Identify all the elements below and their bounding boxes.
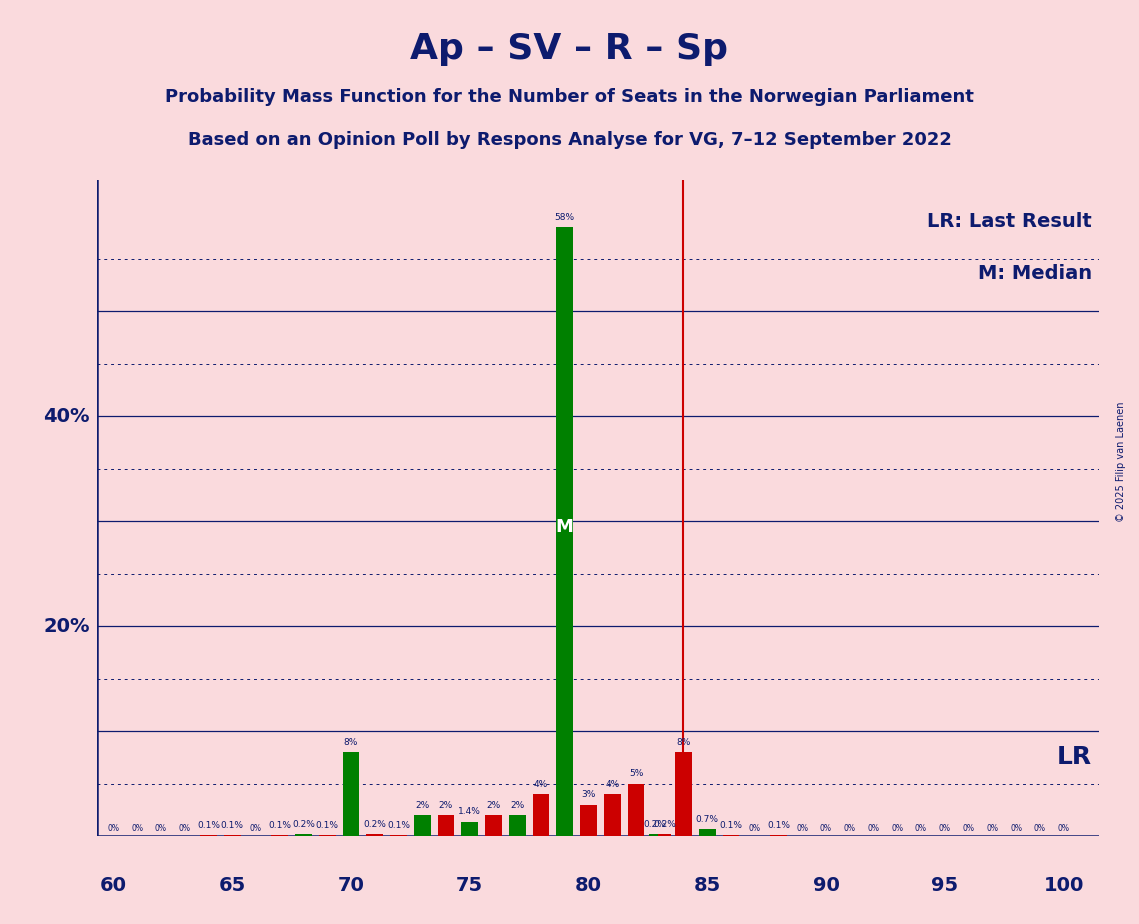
Text: 0.2%: 0.2%: [644, 820, 666, 829]
Bar: [604, 795, 621, 836]
Text: M: Median: M: Median: [978, 264, 1092, 283]
Bar: [675, 752, 691, 836]
Bar: [485, 815, 502, 836]
Bar: [200, 835, 216, 836]
Text: © 2025 Filip van Laenen: © 2025 Filip van Laenen: [1116, 402, 1125, 522]
Text: 0.1%: 0.1%: [268, 821, 292, 830]
Bar: [509, 815, 525, 836]
Text: 1.4%: 1.4%: [458, 808, 481, 816]
Text: 60: 60: [100, 876, 126, 895]
Text: M: M: [556, 517, 574, 536]
Text: 0%: 0%: [820, 824, 831, 833]
Text: LR: Last Result: LR: Last Result: [927, 212, 1092, 231]
Text: 0.2%: 0.2%: [292, 820, 314, 829]
Text: 0.1%: 0.1%: [387, 821, 410, 830]
Bar: [658, 834, 671, 836]
Text: 0%: 0%: [155, 824, 167, 833]
Bar: [628, 784, 645, 836]
Bar: [437, 815, 454, 836]
Text: 0.7%: 0.7%: [696, 815, 719, 823]
Text: 40%: 40%: [43, 407, 90, 426]
Text: 2%: 2%: [415, 801, 429, 810]
Text: Ap – SV – R – Sp: Ap – SV – R – Sp: [410, 32, 729, 67]
Text: 0%: 0%: [1010, 824, 1022, 833]
Text: 75: 75: [456, 876, 483, 895]
Text: 0.1%: 0.1%: [221, 821, 244, 830]
Bar: [699, 829, 715, 836]
Text: 100: 100: [1043, 876, 1083, 895]
Text: 0%: 0%: [844, 824, 855, 833]
Bar: [343, 752, 359, 836]
Bar: [461, 821, 478, 836]
Text: 0%: 0%: [1057, 824, 1070, 833]
Text: 0%: 0%: [796, 824, 809, 833]
Bar: [649, 834, 662, 836]
Text: 0.1%: 0.1%: [767, 821, 790, 830]
Text: 0%: 0%: [986, 824, 998, 833]
Text: 8%: 8%: [677, 738, 690, 747]
Text: 3%: 3%: [581, 790, 596, 799]
Bar: [722, 835, 739, 836]
Text: 0%: 0%: [939, 824, 951, 833]
Text: LR: LR: [1057, 746, 1092, 770]
Bar: [319, 835, 336, 836]
Text: 70: 70: [337, 876, 364, 895]
Text: 0%: 0%: [891, 824, 903, 833]
Text: Based on an Opinion Poll by Respons Analyse for VG, 7–12 September 2022: Based on an Opinion Poll by Respons Anal…: [188, 131, 951, 149]
Bar: [367, 834, 383, 836]
Bar: [271, 835, 288, 836]
Text: 85: 85: [694, 876, 721, 895]
Bar: [557, 227, 573, 836]
Text: 0.1%: 0.1%: [197, 821, 220, 830]
Text: 0%: 0%: [1034, 824, 1046, 833]
Text: 0%: 0%: [179, 824, 190, 833]
Text: 90: 90: [812, 876, 839, 895]
Bar: [533, 795, 549, 836]
Text: 2%: 2%: [439, 801, 453, 810]
Text: 0.2%: 0.2%: [363, 820, 386, 829]
Text: 65: 65: [219, 876, 246, 895]
Text: 4%: 4%: [605, 780, 620, 789]
Text: 0.1%: 0.1%: [720, 821, 743, 830]
Bar: [224, 835, 240, 836]
Text: Probability Mass Function for the Number of Seats in the Norwegian Parliament: Probability Mass Function for the Number…: [165, 88, 974, 105]
Text: 0%: 0%: [107, 824, 120, 833]
Text: 8%: 8%: [344, 738, 358, 747]
Bar: [295, 834, 312, 836]
Text: 2%: 2%: [486, 801, 501, 810]
Bar: [391, 835, 407, 836]
Text: 0%: 0%: [249, 824, 262, 833]
Text: 0%: 0%: [868, 824, 879, 833]
Bar: [770, 835, 787, 836]
Text: 0%: 0%: [962, 824, 975, 833]
Text: 58%: 58%: [555, 213, 575, 222]
Bar: [580, 805, 597, 836]
Bar: [413, 815, 431, 836]
Text: 20%: 20%: [43, 617, 90, 636]
Text: 80: 80: [575, 876, 603, 895]
Text: 0%: 0%: [915, 824, 927, 833]
Text: 0%: 0%: [748, 824, 761, 833]
Text: 4%: 4%: [534, 780, 548, 789]
Text: 2%: 2%: [510, 801, 524, 810]
Text: 0.2%: 0.2%: [653, 820, 675, 829]
Text: 0%: 0%: [131, 824, 144, 833]
Text: 95: 95: [932, 876, 958, 895]
Text: 5%: 5%: [629, 770, 644, 779]
Text: 0.1%: 0.1%: [316, 821, 338, 830]
